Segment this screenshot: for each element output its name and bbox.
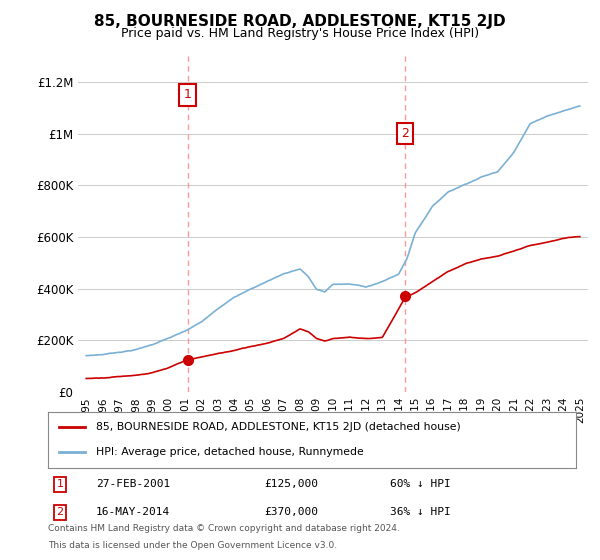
Text: 85, BOURNESIDE ROAD, ADDLESTONE, KT15 2JD (detached house): 85, BOURNESIDE ROAD, ADDLESTONE, KT15 2J…	[95, 422, 460, 432]
Text: 27-FEB-2001: 27-FEB-2001	[96, 479, 170, 489]
Text: 2: 2	[56, 507, 64, 517]
Text: 16-MAY-2014: 16-MAY-2014	[96, 507, 170, 517]
Text: Price paid vs. HM Land Registry's House Price Index (HPI): Price paid vs. HM Land Registry's House …	[121, 27, 479, 40]
Text: 36% ↓ HPI: 36% ↓ HPI	[390, 507, 451, 517]
Text: 85, BOURNESIDE ROAD, ADDLESTONE, KT15 2JD: 85, BOURNESIDE ROAD, ADDLESTONE, KT15 2J…	[94, 14, 506, 29]
Text: £370,000: £370,000	[264, 507, 318, 517]
Text: £125,000: £125,000	[264, 479, 318, 489]
Text: Contains HM Land Registry data © Crown copyright and database right 2024.: Contains HM Land Registry data © Crown c…	[48, 524, 400, 533]
Text: 1: 1	[56, 479, 64, 489]
Text: 60% ↓ HPI: 60% ↓ HPI	[390, 479, 451, 489]
Text: 1: 1	[184, 88, 191, 101]
Text: 2: 2	[401, 127, 409, 140]
Text: This data is licensed under the Open Government Licence v3.0.: This data is licensed under the Open Gov…	[48, 541, 337, 550]
Text: HPI: Average price, detached house, Runnymede: HPI: Average price, detached house, Runn…	[95, 447, 363, 457]
